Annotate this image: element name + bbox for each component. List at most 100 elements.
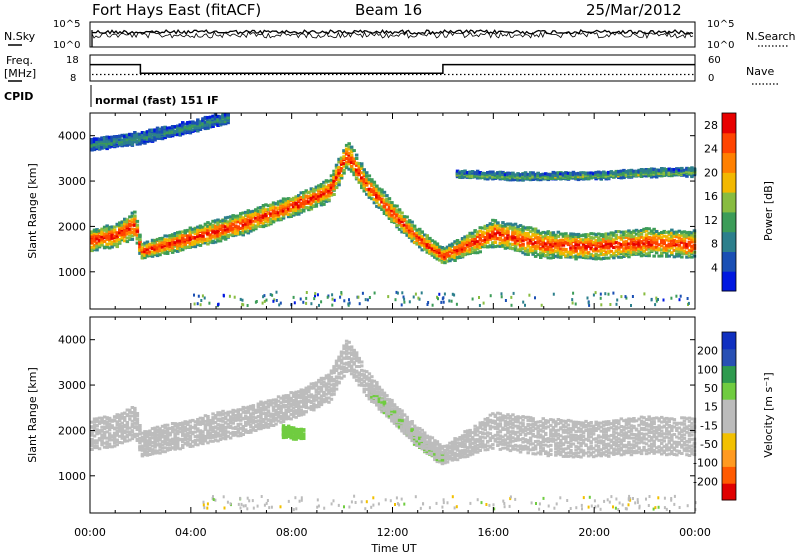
heatmap-cell: [148, 128, 152, 132]
heatmap-cell: [302, 195, 306, 199]
heatmap-cell: [425, 236, 429, 240]
heatmap-cell: [281, 197, 286, 201]
heatmap-cell: [349, 161, 354, 164]
heatmap-cell: [274, 210, 278, 214]
heatmap-cell: [596, 256, 601, 260]
heatmap-cell: [216, 222, 220, 226]
heatmap-cell: [639, 245, 644, 249]
heatmap-cell: [115, 420, 119, 424]
heatmap-cell: [652, 227, 656, 231]
heatmap-cell: [228, 421, 233, 425]
heatmap-cell: [125, 421, 130, 424]
heatmap-cell: [176, 246, 180, 250]
heatmap-cell: [629, 237, 634, 241]
heatmap-cell: [347, 154, 351, 158]
heatmap-cell: [491, 227, 495, 231]
heatmap-cell: [107, 242, 112, 246]
heatmap-cell: [690, 231, 694, 235]
heatmap-cell: [143, 441, 147, 445]
heatmap-cell: [465, 245, 470, 249]
heatmap-cell: [397, 223, 402, 227]
heatmap-cell: [140, 253, 145, 257]
heatmap-cell: [418, 297, 421, 301]
heatmap-cell: [128, 438, 132, 442]
heatmap-cell: [687, 240, 692, 244]
heatmap-cell: [554, 245, 558, 249]
heatmap-cell: [463, 239, 467, 243]
heatmap-cell: [313, 297, 316, 301]
heatmap-cell: [140, 447, 145, 451]
heatmap-cell: [460, 247, 465, 251]
heatmap-cell: [123, 225, 127, 229]
heatmap-cell: [254, 227, 258, 231]
heatmap-cell: [110, 225, 114, 229]
heatmap-cell: [221, 228, 225, 232]
heatmap-cell: [337, 169, 341, 173]
heatmap-cell: [415, 228, 419, 232]
heatmap-cell: [496, 171, 500, 175]
heatmap-cell: [508, 224, 513, 228]
heatmap-cell: [516, 234, 520, 238]
heatmap-cell: [642, 244, 646, 247]
heatmap-cell: [604, 171, 608, 175]
heatmap-cell: [118, 416, 122, 420]
heatmap-cell: [440, 254, 445, 258]
heatmap-cell: [412, 240, 417, 244]
heatmap-cell: [196, 126, 200, 130]
heatmap-cell: [125, 140, 130, 143]
heatmap-cell: [138, 441, 142, 445]
heatmap-cell: [97, 140, 102, 144]
heatmap-cell: [211, 425, 215, 429]
heatmap-cell: [503, 229, 508, 233]
heatmap-cell: [178, 123, 182, 127]
heatmap-cell: [448, 259, 452, 263]
heatmap-cell: [549, 231, 553, 235]
heatmap-cell: [687, 233, 692, 237]
heatmap-cell: [110, 418, 114, 422]
heatmap-cell: [475, 235, 480, 239]
heatmap-cell: [559, 241, 563, 245]
heatmap-cell: [226, 422, 230, 426]
heatmap-cell: [508, 226, 513, 230]
heatmap-cell: [178, 430, 182, 434]
heatmap-cell: [488, 170, 493, 174]
heatmap-cell: [541, 177, 545, 181]
heatmap-cell: [372, 197, 377, 201]
heatmap-cell: [342, 157, 346, 161]
heatmap-cell: [128, 141, 132, 145]
heatmap-cell: [655, 296, 658, 300]
heatmap-cell: [102, 225, 107, 229]
heatmap-cell: [123, 219, 127, 223]
heatmap-cell: [128, 219, 132, 223]
heatmap-cell: [208, 222, 213, 226]
heatmap-cell: [196, 427, 200, 431]
heatmap-cell: [281, 202, 286, 205]
heatmap-cell: [619, 234, 624, 238]
heatmap-cell: [331, 297, 334, 301]
heatmap-cell: [483, 235, 487, 239]
heatmap-cell: [90, 139, 94, 142]
heatmap-cell: [110, 242, 114, 246]
heatmap-cell: [198, 226, 203, 230]
heatmap-cell: [90, 430, 94, 434]
heatmap-cell: [228, 424, 233, 428]
heatmap-cell: [218, 115, 223, 119]
heatmap-cell: [501, 176, 505, 180]
heatmap-cell: [231, 411, 235, 415]
heatmap-cell: [233, 232, 238, 236]
heatmap-cell: [201, 225, 205, 229]
heatmap-cell: [586, 242, 591, 246]
heatmap-cell: [569, 247, 573, 251]
heatmap-cell: [344, 143, 349, 147]
heatmap-cell: [486, 233, 490, 237]
heatmap-cell: [357, 165, 361, 169]
heatmap-cell: [231, 416, 235, 420]
heatmap-cell: [496, 221, 500, 225]
heatmap-cell: [153, 132, 157, 136]
heatmap-cell: [120, 140, 124, 144]
power-colorbar-label: Power [dB]: [762, 181, 775, 241]
heatmap-cell: [221, 425, 225, 429]
heatmap-cell: [208, 224, 213, 228]
heatmap-cell: [319, 183, 324, 186]
heatmap-cell: [607, 243, 611, 247]
